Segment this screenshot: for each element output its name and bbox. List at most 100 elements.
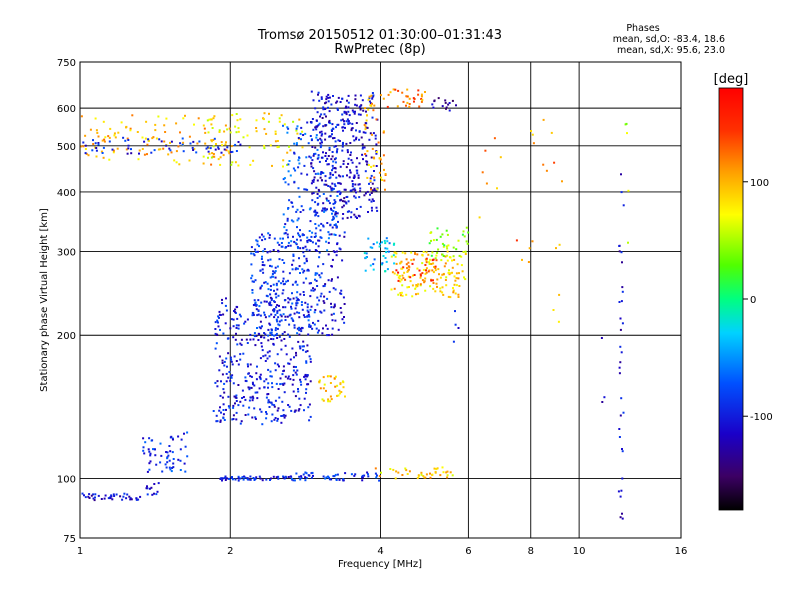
echo-point <box>392 243 395 246</box>
phases-x-stats: mean, sd,X: 95.6, 23.0 <box>617 45 725 56</box>
echo-point <box>247 413 250 416</box>
echo-point <box>447 295 450 298</box>
echo-point <box>331 127 334 130</box>
echo-point <box>179 469 182 471</box>
echo-point <box>309 239 312 242</box>
echo-point <box>346 210 349 213</box>
echo-point <box>322 399 325 402</box>
echo-point <box>269 285 272 288</box>
echo-point <box>413 100 415 103</box>
echo-point <box>304 476 307 479</box>
echo-point <box>223 364 226 367</box>
echo-point <box>370 187 372 190</box>
echo-point <box>357 113 360 116</box>
echo-point <box>149 460 152 463</box>
echo-point <box>122 495 125 498</box>
echo-point <box>304 378 307 381</box>
echo-point <box>177 458 180 461</box>
echo-point <box>362 109 365 112</box>
echo-point <box>343 235 346 238</box>
echo-point <box>269 323 272 326</box>
echo-point <box>359 190 362 193</box>
echo-point <box>345 201 348 204</box>
x-tick-label: 10 <box>573 546 586 557</box>
echo-point <box>303 164 306 167</box>
echo-point <box>250 263 253 266</box>
echo-point <box>215 420 218 423</box>
echo-point <box>336 150 338 153</box>
echo-point <box>363 474 366 477</box>
echo-point <box>373 258 376 261</box>
echo-point <box>530 130 532 132</box>
echo-point <box>446 233 449 236</box>
echo-point <box>295 296 298 299</box>
echo-point <box>405 469 408 472</box>
echo-point <box>437 248 440 251</box>
echo-point <box>338 174 340 177</box>
echo-point <box>432 262 435 265</box>
echo-point <box>421 262 424 265</box>
echo-point <box>338 190 341 193</box>
echo-point <box>359 105 362 108</box>
echo-point <box>315 125 318 128</box>
echo-point <box>265 294 268 297</box>
echo-point <box>432 287 435 290</box>
echo-point <box>251 280 254 283</box>
echo-point <box>460 255 463 258</box>
echo-point <box>397 279 400 282</box>
echo-point <box>384 270 387 273</box>
echo-point <box>307 311 310 314</box>
echo-point <box>218 310 221 313</box>
echo-point <box>103 138 106 141</box>
echo-point <box>342 296 345 299</box>
echo-point <box>273 308 276 311</box>
echo-point <box>224 143 227 146</box>
echo-point <box>290 305 292 308</box>
echo-point <box>320 144 323 147</box>
echo-point <box>237 164 240 167</box>
echo-point <box>432 282 435 284</box>
echo-point <box>263 332 266 334</box>
echo-point <box>435 259 438 262</box>
echo-point <box>274 270 277 273</box>
echo-point <box>257 310 260 312</box>
echo-point <box>315 186 318 189</box>
echo-point <box>304 479 307 482</box>
echo-point <box>320 272 323 275</box>
echo-point <box>296 208 299 211</box>
echo-point <box>160 140 163 143</box>
echo-point <box>374 467 377 470</box>
echo-point <box>336 473 339 476</box>
echo-point <box>269 331 272 334</box>
echo-point <box>315 136 318 139</box>
echo-point <box>383 168 385 171</box>
echo-point <box>175 122 178 125</box>
echo-point <box>339 182 342 185</box>
echo-point <box>430 254 433 257</box>
echo-point <box>307 142 310 145</box>
echo-point <box>355 104 358 107</box>
echo-point <box>257 299 260 302</box>
echo-point <box>223 130 226 133</box>
echo-point <box>248 386 251 389</box>
echo-point <box>350 127 353 130</box>
echo-point <box>212 139 215 141</box>
echo-point <box>292 369 295 372</box>
echo-point <box>305 156 308 159</box>
echo-point <box>226 128 229 131</box>
echo-point <box>355 165 358 168</box>
echo-point <box>261 423 264 426</box>
echo-point <box>348 176 351 179</box>
echo-point <box>270 265 273 268</box>
echo-point <box>326 297 329 300</box>
echo-point <box>293 142 296 145</box>
echo-point <box>401 294 404 297</box>
echo-point <box>345 113 348 116</box>
echo-point <box>316 193 319 195</box>
echo-point <box>302 314 305 317</box>
echo-point <box>366 163 368 166</box>
echo-point <box>354 473 357 476</box>
echo-point <box>235 418 238 421</box>
echo-point <box>452 246 455 249</box>
echo-point <box>267 288 270 291</box>
